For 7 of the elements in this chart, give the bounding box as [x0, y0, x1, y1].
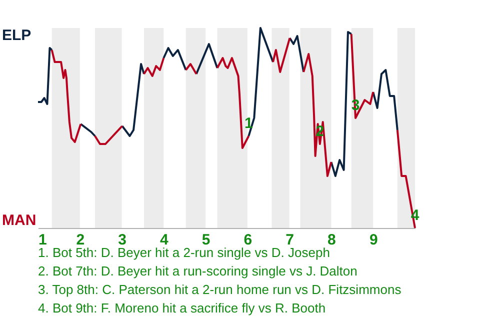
series-label: ELP [2, 27, 32, 44]
text: 2. Bot 7th: D. Beyer hit a run-scoring single vs J. Dalton [38, 264, 358, 278]
x-tick-label: 8 [328, 232, 336, 248]
text: MAN [2, 212, 36, 229]
x-tick-label: 9 [369, 232, 378, 248]
text: 4. Bot 9th: F. Moreno hit a sacrifice fly vs R. Booth [38, 300, 326, 316]
text: 3. Top 8th: C. Paterson hit a 2-run home run vs D. Fitzsimmons [38, 282, 402, 297]
